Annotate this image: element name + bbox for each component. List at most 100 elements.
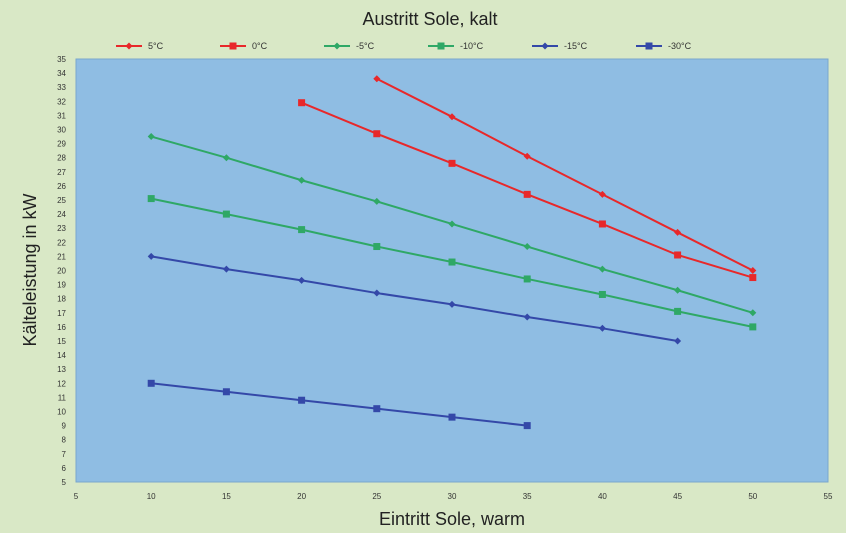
y-tick-label: 5	[62, 478, 67, 487]
data-point	[598, 220, 606, 228]
y-tick-label: 6	[62, 464, 67, 473]
data-point	[523, 190, 531, 198]
data-point	[674, 228, 682, 236]
data-point	[448, 300, 456, 308]
series-line	[376, 77, 754, 272]
y-axis-label: Kälteleistung in kW	[20, 193, 40, 346]
y-tick-label: 14	[57, 351, 66, 360]
data-point	[373, 197, 381, 205]
y-tick-label: 7	[62, 450, 67, 459]
legend-label: -10°C	[460, 41, 484, 51]
data-point	[298, 276, 306, 284]
data-point	[674, 286, 682, 294]
x-tick-label: 10	[147, 492, 156, 501]
series-5°C	[373, 75, 757, 274]
x-axis-label: Eintritt Sole, warm	[379, 509, 525, 529]
y-tick-label: 12	[57, 379, 66, 388]
y-tick-label: 8	[62, 436, 67, 445]
y-tick-label: 11	[58, 393, 67, 402]
chart-title: Austritt Sole, kalt	[362, 9, 497, 29]
series-line	[151, 255, 678, 342]
data-point	[448, 413, 456, 421]
data-point	[598, 265, 606, 273]
y-axis: 5 6 7 8 9 10 11 12 13 14 15 16 17 18 19 20 21 22 23 24 25 26 2…	[57, 55, 66, 487]
data-point	[222, 265, 230, 273]
x-tick-label: 20	[297, 492, 306, 501]
legend-swatch-marker	[541, 42, 549, 50]
y-tick-label: 31	[57, 111, 66, 120]
data-point	[298, 99, 306, 107]
legend-label: -5°C	[356, 41, 375, 51]
data-point	[523, 313, 531, 321]
data-point	[749, 309, 757, 317]
legend-swatch-marker	[645, 42, 653, 50]
legend-label: 5°C	[148, 41, 164, 51]
y-tick-label: 20	[57, 267, 66, 276]
y-tick-label: 24	[57, 210, 66, 219]
legend-item: -30°C	[636, 41, 692, 51]
y-tick-label: 28	[57, 154, 66, 163]
plot-area	[75, 58, 829, 483]
y-tick-label: 35	[57, 55, 66, 64]
legend-label: 0°C	[252, 41, 268, 51]
series--30°C	[147, 379, 531, 430]
data-point	[674, 307, 682, 315]
data-point	[147, 195, 155, 203]
series-group	[147, 75, 757, 430]
data-point	[749, 267, 757, 274]
x-tick-label: 5	[74, 492, 79, 501]
y-tick-label: 9	[62, 422, 67, 431]
y-tick-label: 32	[57, 97, 66, 106]
data-point	[448, 258, 456, 266]
data-point	[523, 422, 531, 430]
legend-swatch-marker	[333, 42, 341, 50]
y-tick-label: 13	[57, 365, 66, 374]
x-tick-label: 45	[673, 492, 682, 501]
y-tick-label: 16	[57, 323, 66, 332]
data-point	[448, 113, 456, 121]
data-point	[222, 154, 230, 162]
data-point	[298, 176, 306, 184]
data-point	[674, 337, 682, 345]
data-point	[298, 226, 306, 234]
x-tick-label: 55	[824, 492, 833, 501]
data-point	[147, 379, 155, 387]
legend-swatch-marker	[125, 42, 133, 50]
legend-item: -5°C	[324, 41, 375, 51]
data-point	[598, 190, 606, 198]
data-point	[523, 275, 531, 283]
data-point	[598, 290, 606, 298]
data-point	[373, 289, 381, 297]
y-tick-label: 29	[57, 140, 66, 149]
x-axis: 5 10 15 20 25 30 35 40 45 50 55	[74, 492, 833, 501]
data-point	[222, 210, 230, 218]
x-tick-label: 30	[448, 492, 457, 501]
y-tick-label: 10	[57, 408, 66, 417]
legend-swatch-marker	[229, 42, 237, 50]
series--5°C	[147, 133, 757, 317]
y-tick-label: 19	[57, 281, 66, 290]
data-point	[749, 323, 757, 331]
series--10°C	[147, 195, 757, 331]
legend-item: -10°C	[428, 41, 484, 51]
series--15°C	[147, 252, 682, 345]
data-point	[147, 252, 155, 260]
x-tick-label: 15	[222, 492, 231, 501]
y-tick-label: 23	[57, 224, 66, 233]
data-point	[598, 324, 606, 332]
x-tick-label: 25	[372, 492, 381, 501]
data-point	[373, 130, 381, 138]
series-0°C	[298, 99, 757, 282]
data-point	[222, 388, 230, 396]
x-tick-label: 35	[523, 492, 532, 501]
legend: 5°C 0°C -5°C -10°C -15°C -30°C	[116, 41, 692, 51]
legend-label: -15°C	[564, 41, 588, 51]
y-tick-label: 30	[57, 126, 66, 135]
data-point	[448, 159, 456, 167]
y-tick-label: 22	[57, 238, 66, 247]
y-tick-label: 33	[57, 83, 66, 92]
legend-item: -15°C	[532, 41, 588, 51]
data-point	[147, 133, 155, 141]
data-point	[373, 243, 381, 251]
